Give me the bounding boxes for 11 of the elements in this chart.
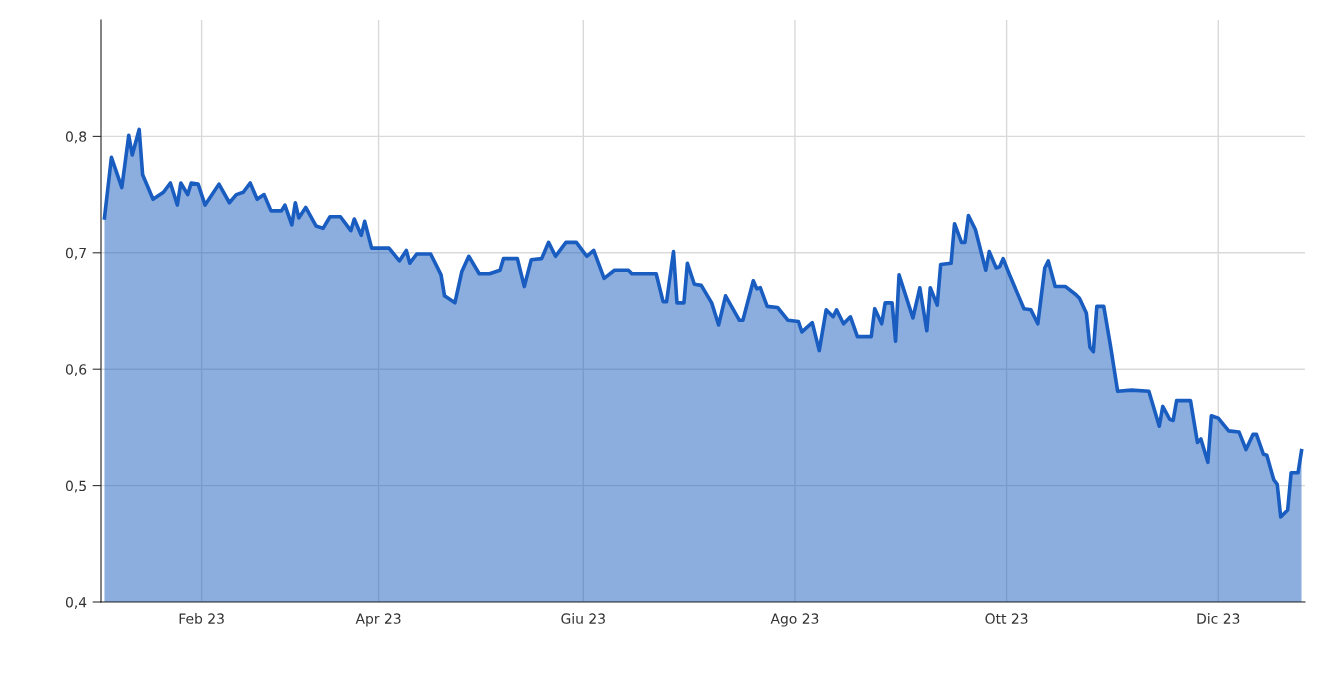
y-tick-label: 0,4	[65, 596, 87, 609]
x-tick-label: Dic 23	[1197, 613, 1240, 624]
x-tick-label: Ago 23	[770, 613, 819, 627]
y-tick-label: 0,6	[65, 364, 87, 377]
x-tick-label: Feb 23	[179, 613, 224, 624]
y-tick-label: 0,7	[65, 247, 86, 260]
x-tick-label: Ott 23	[985, 613, 1028, 624]
x-tick-label: Giu 23	[561, 613, 605, 624]
y-tick-label: 0,8	[65, 131, 87, 144]
y-tick-label: 0,5	[65, 480, 86, 493]
x-tick-label: Apr 23	[355, 613, 401, 627]
